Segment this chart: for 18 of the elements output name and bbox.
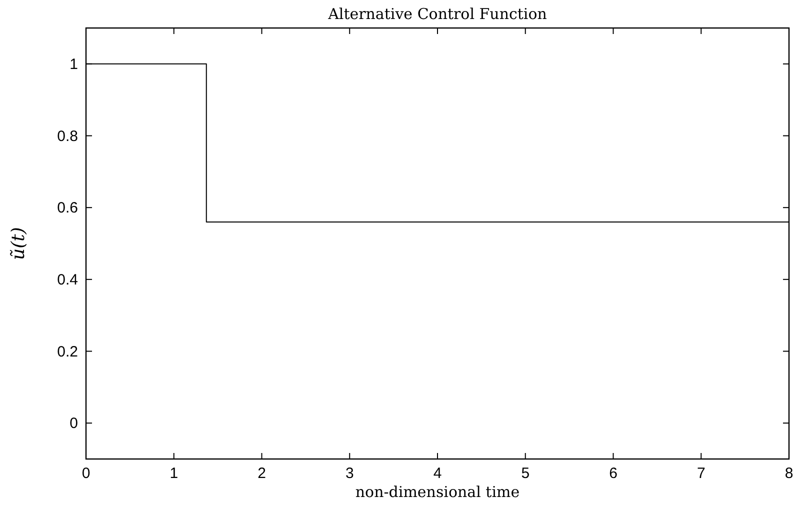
x-tick-label: 4 [433,465,442,482]
x-tick-label: 0 [82,465,90,482]
y-tick-label: 1 [70,56,78,73]
x-tick-label: 8 [784,465,794,482]
y-axis-title: ũ(t) [8,227,29,260]
y-tick-label: 0.4 [57,271,78,288]
x-tick-label: 2 [258,465,266,482]
y-tick-label: 0.8 [57,128,78,145]
chart-title: Alternative Control Function [327,5,548,23]
x-tick-label: 3 [345,465,354,482]
x-tick-label: 7 [696,465,706,482]
y-tick-label: 0.2 [57,343,78,360]
x-tick-label: 5 [521,465,530,482]
x-axis-title: non-dimensional time [355,483,520,501]
y-tick-label: 0 [70,415,78,432]
x-tick-label: 1 [170,465,178,482]
y-tick-label: 0.6 [57,200,78,217]
x-tick-label: 6 [609,465,618,482]
